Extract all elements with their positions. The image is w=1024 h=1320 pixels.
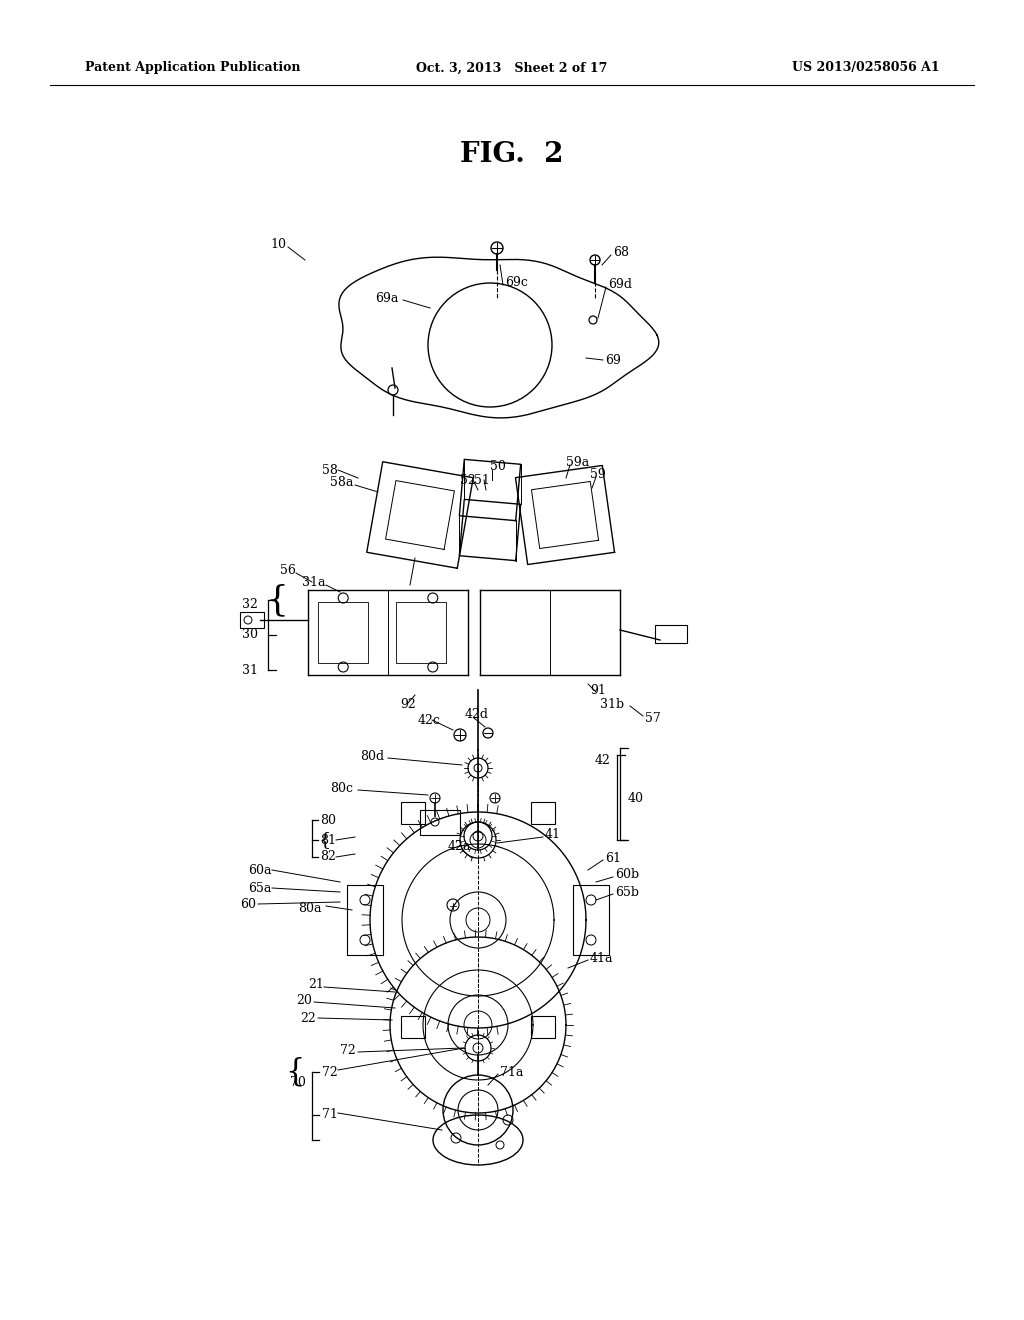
Text: 58: 58 bbox=[322, 463, 338, 477]
Text: Oct. 3, 2013   Sheet 2 of 17: Oct. 3, 2013 Sheet 2 of 17 bbox=[417, 62, 607, 74]
Bar bbox=[420, 810, 460, 836]
Text: 42d: 42d bbox=[465, 708, 489, 721]
Text: 81: 81 bbox=[319, 833, 336, 846]
Text: 32: 32 bbox=[242, 598, 258, 610]
Text: {: { bbox=[318, 832, 331, 849]
Text: 60b: 60b bbox=[615, 869, 639, 882]
Bar bbox=[401, 1016, 425, 1038]
Text: 65b: 65b bbox=[615, 886, 639, 899]
Text: 69: 69 bbox=[605, 354, 621, 367]
Text: {: { bbox=[286, 1056, 305, 1088]
Text: 91: 91 bbox=[590, 684, 606, 697]
Text: 41a: 41a bbox=[590, 952, 613, 965]
Bar bbox=[655, 624, 687, 643]
Text: US 2013/0258056 A1: US 2013/0258056 A1 bbox=[793, 62, 940, 74]
Text: 56: 56 bbox=[280, 565, 296, 578]
Text: 10: 10 bbox=[270, 239, 286, 252]
Text: 80c: 80c bbox=[330, 781, 353, 795]
Text: 68: 68 bbox=[613, 246, 629, 259]
Text: 57: 57 bbox=[645, 711, 660, 725]
Text: 58a: 58a bbox=[330, 477, 353, 490]
Text: 59: 59 bbox=[590, 469, 606, 482]
Text: 72: 72 bbox=[322, 1065, 338, 1078]
Text: 42a: 42a bbox=[449, 840, 471, 853]
Text: {: { bbox=[265, 583, 288, 616]
Text: 70: 70 bbox=[290, 1076, 306, 1089]
Text: 80a: 80a bbox=[298, 902, 322, 915]
Text: 72: 72 bbox=[340, 1044, 355, 1056]
Text: 20: 20 bbox=[296, 994, 312, 1006]
Bar bbox=[401, 803, 425, 824]
Text: 21: 21 bbox=[308, 978, 324, 991]
Text: 69a: 69a bbox=[375, 292, 398, 305]
Text: 41: 41 bbox=[545, 829, 561, 842]
Bar bbox=[347, 884, 383, 954]
Text: 42c: 42c bbox=[418, 714, 441, 726]
Bar bbox=[573, 884, 609, 954]
Text: 60: 60 bbox=[240, 898, 256, 911]
Text: 31a: 31a bbox=[302, 577, 326, 590]
Text: 31b: 31b bbox=[600, 698, 624, 711]
Text: 30: 30 bbox=[242, 628, 258, 642]
Text: 80d: 80d bbox=[360, 750, 384, 763]
Text: 71: 71 bbox=[322, 1109, 338, 1122]
Text: 80: 80 bbox=[319, 813, 336, 826]
Bar bbox=[318, 602, 368, 663]
Text: 69c: 69c bbox=[505, 276, 528, 289]
Text: 50: 50 bbox=[490, 459, 506, 473]
Text: 69d: 69d bbox=[608, 279, 632, 292]
Text: 61: 61 bbox=[605, 851, 621, 865]
Text: 40: 40 bbox=[628, 792, 644, 804]
Text: 60a: 60a bbox=[248, 863, 271, 876]
Text: 31: 31 bbox=[242, 664, 258, 676]
Bar bbox=[240, 612, 264, 628]
Text: Patent Application Publication: Patent Application Publication bbox=[85, 62, 300, 74]
Text: 51: 51 bbox=[474, 474, 489, 487]
Text: 92: 92 bbox=[400, 698, 416, 711]
Text: 71a: 71a bbox=[500, 1065, 523, 1078]
Bar bbox=[531, 803, 555, 824]
Bar bbox=[396, 602, 446, 663]
Text: 42: 42 bbox=[595, 754, 611, 767]
Text: 22: 22 bbox=[300, 1011, 315, 1024]
Text: FIG.  2: FIG. 2 bbox=[460, 141, 564, 169]
Text: 59a: 59a bbox=[566, 455, 589, 469]
Text: 52: 52 bbox=[460, 474, 476, 487]
Bar bbox=[531, 1016, 555, 1038]
Text: 65a: 65a bbox=[248, 882, 271, 895]
Text: 82: 82 bbox=[319, 850, 336, 863]
